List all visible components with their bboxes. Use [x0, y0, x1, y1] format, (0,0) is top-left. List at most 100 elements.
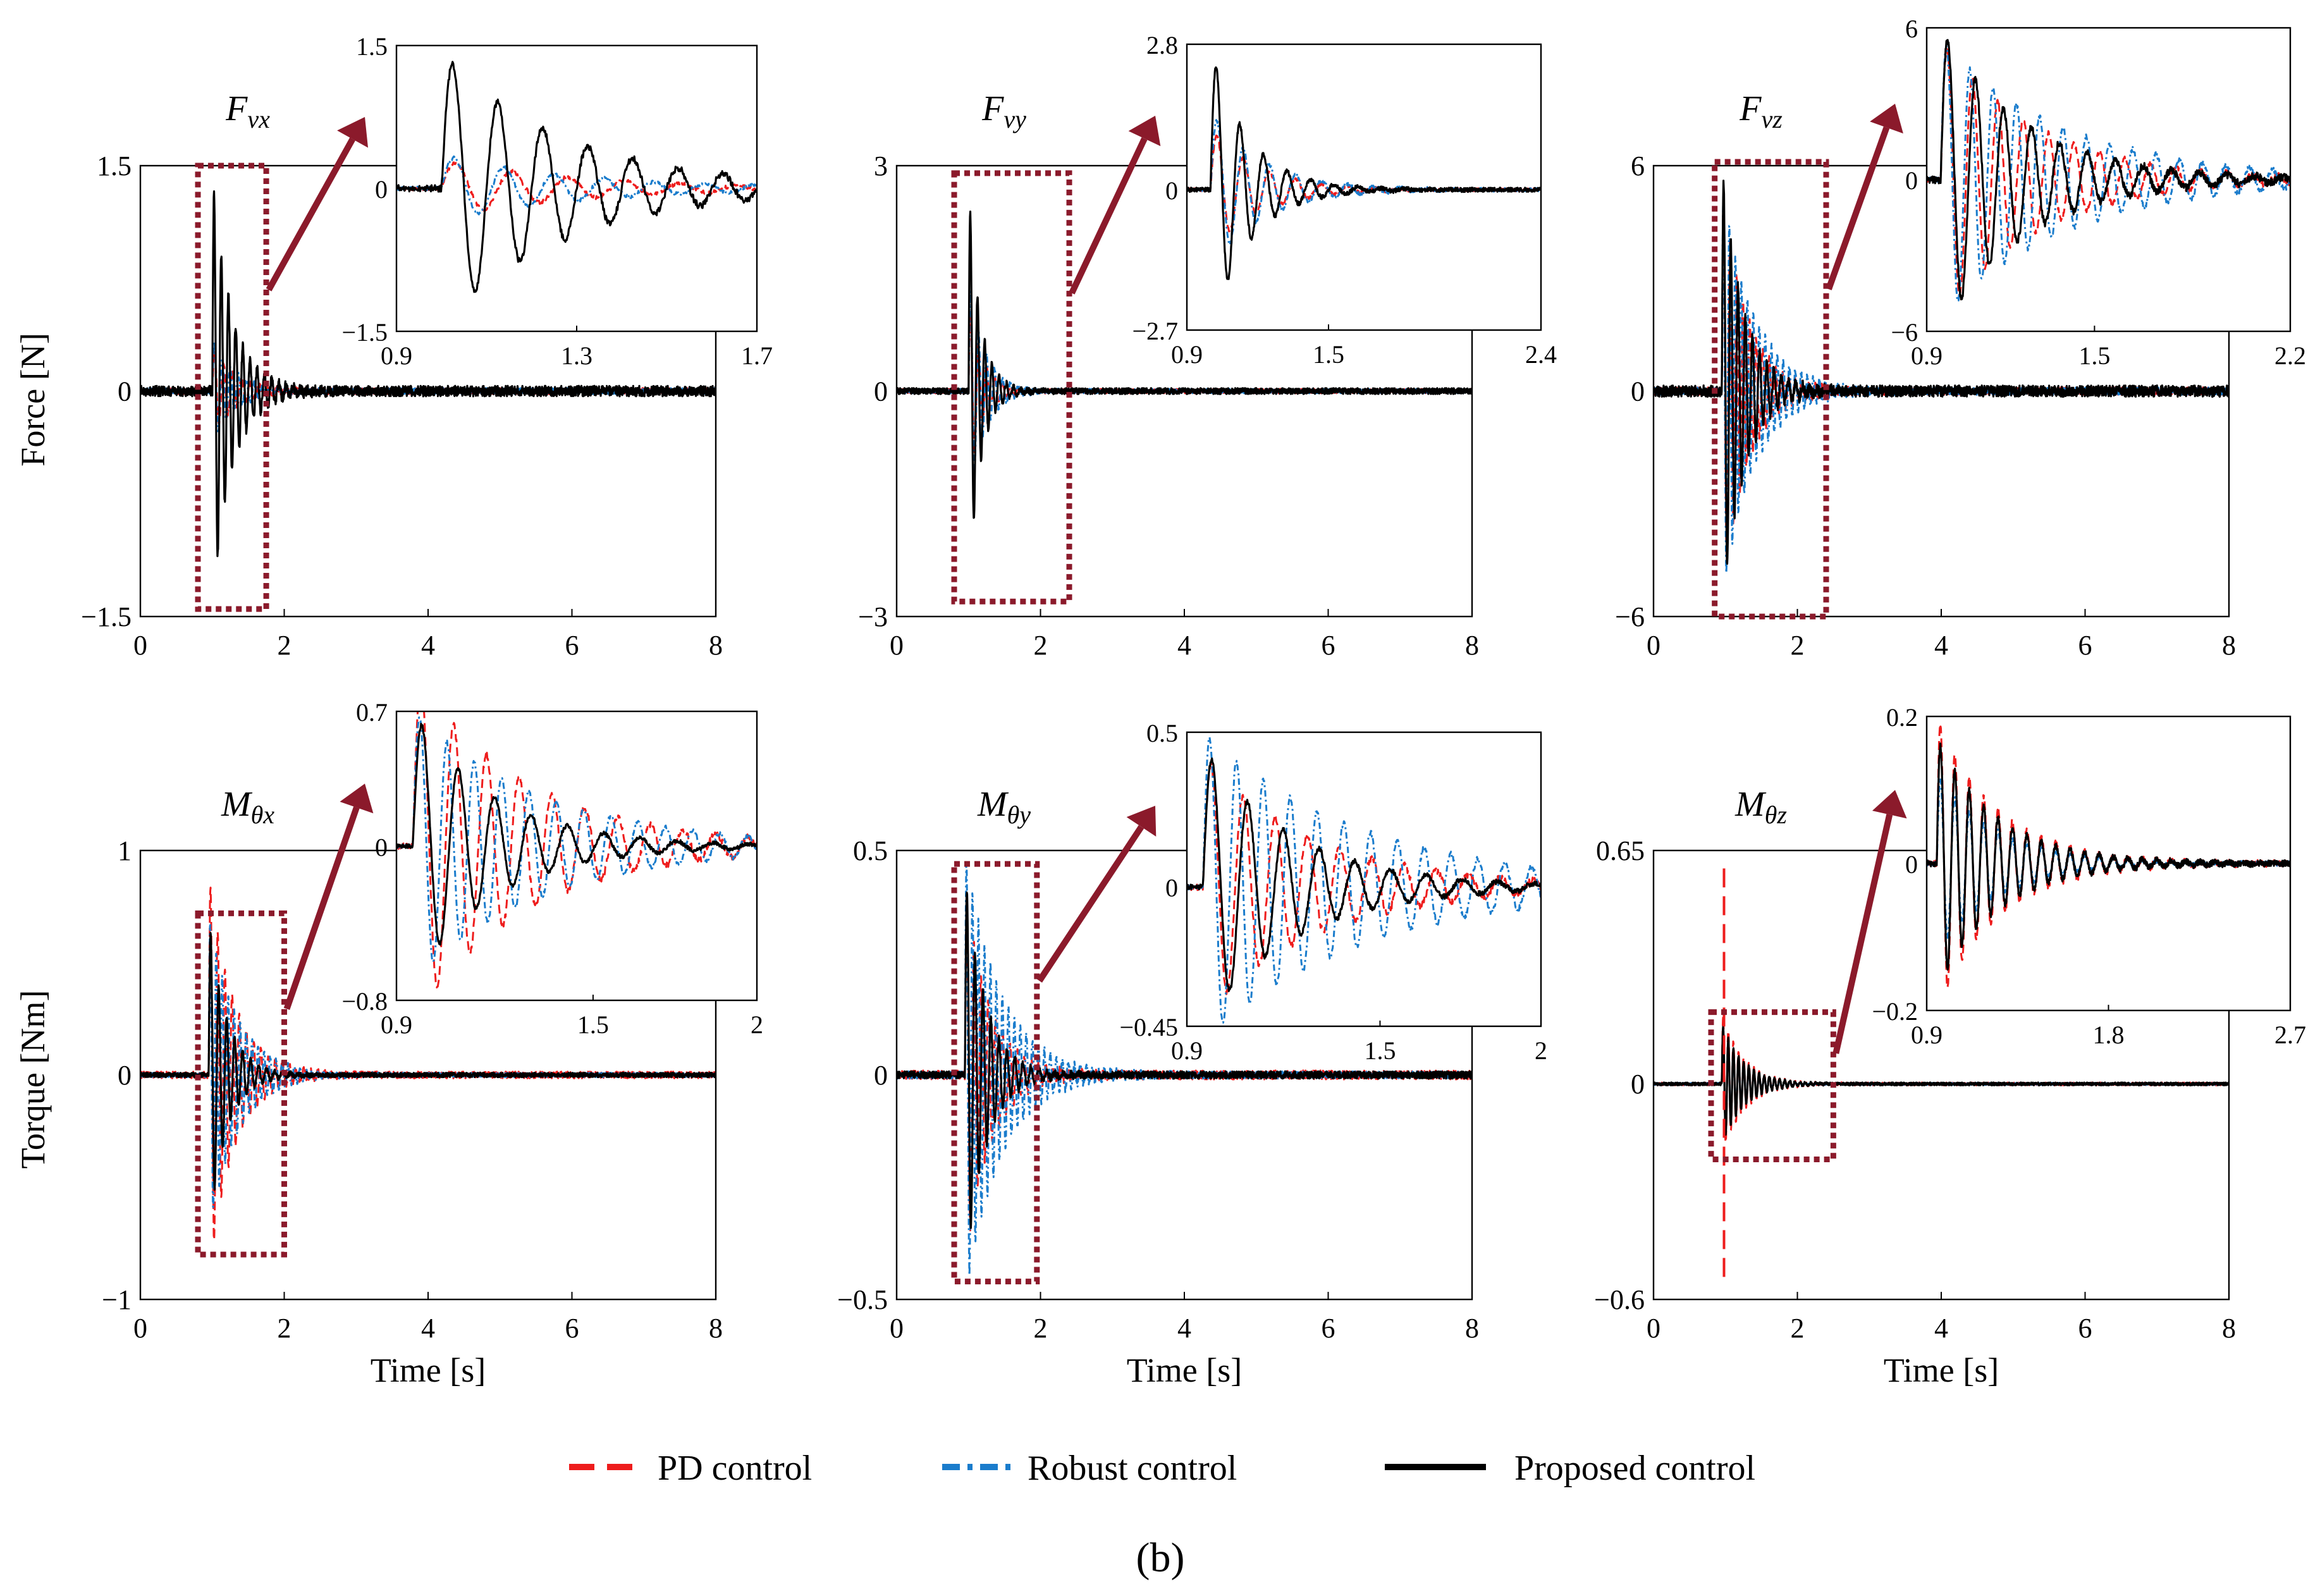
panel-mtx-inset-plot-area — [396, 711, 757, 1000]
panel-fvx-title-sub: vx — [247, 105, 270, 133]
panel-mtx-inset-ytick-label: 0.7 — [356, 698, 388, 727]
panel-fvx-series-group — [140, 190, 716, 558]
panel-fvy-inset-ytick-label: 0 — [1165, 176, 1178, 205]
panel-mtx-inset: 0.9 1.5 2 −0.8 0 0.7 — [341, 698, 763, 1039]
panel-mty-series-proposed — [897, 891, 1472, 1229]
panel-fvx-inset-xtick-label: 0.9 — [381, 341, 412, 370]
panel-mtx-series-proposed — [140, 931, 716, 1191]
panel-mtx-inset-series-pd — [396, 711, 757, 989]
panel-mtz-xtick-label: 2 — [1791, 1313, 1805, 1344]
panel-mtx-title: Mθx — [221, 785, 274, 829]
panel-fvx-inset-series-robust — [396, 155, 757, 216]
panel-mtz-inset-ytick-label: −0.2 — [1872, 997, 1918, 1026]
panel-mtz-zoom-box — [1708, 1009, 1836, 1162]
panel-mtz-title: Mθz — [1734, 785, 1787, 829]
panel-mtx-title-sub: θx — [251, 801, 275, 829]
panel-mtz-xtick-label: 0 — [1647, 1313, 1660, 1344]
panel-fvz-inset-series-group — [1927, 39, 2290, 302]
panel-mty-xtick-label: 2 — [1034, 1313, 1048, 1344]
panel-fvy-inset: 0.9 1.5 2.4 −2.7 0 2.8 — [1132, 31, 1557, 369]
panel-fvy-series-group — [897, 211, 1472, 519]
panel-fvz-inset-series-proposed — [1927, 39, 2290, 300]
panel-fvy-inset-xtick-label: 0.9 — [1171, 340, 1203, 369]
panel-mtx-inset-xtick-label: 0.9 — [381, 1010, 412, 1039]
panel-mtz-xtick-label: 6 — [2078, 1313, 2092, 1344]
panel-fvx-xtick-label: 6 — [565, 630, 579, 661]
panel-mtz-zoom-arrowhead — [1872, 790, 1907, 819]
panel-mtx-title-main: M — [221, 785, 253, 824]
panel-fvz-xtick-label: 6 — [2078, 630, 2092, 661]
panel-mty-series-group — [897, 861, 1472, 1277]
panel-fvx-ylabel: Force [N] — [14, 333, 52, 466]
panel-mty-inset-ytick-label: −0.45 — [1119, 1013, 1178, 1041]
panel-fvz-xtick-label: 0 — [1647, 630, 1660, 661]
panel-mtz-title-sub: θz — [1765, 801, 1788, 829]
panel-mty-title: Mθy — [977, 785, 1031, 829]
panel-mtx-inset-ytick-label: 0 — [375, 833, 388, 861]
panel-mty-inset-frame — [1186, 731, 1542, 1028]
panel-fvx-inset-series-group — [396, 61, 757, 293]
panel-fvz-title-main: F — [1739, 89, 1762, 128]
panel-mtx-inset-series-proposed — [396, 723, 757, 946]
panel-fvy-xtick-label: 6 — [1322, 630, 1335, 661]
panel-mty-inset-series-group — [1187, 736, 1541, 1024]
panel-fvy-ytick-label: 3 — [874, 150, 888, 181]
panel-mtz-inset-series-group — [1927, 723, 2290, 989]
panel-fvy-title-main: F — [981, 89, 1004, 128]
panel-fvy-inset-ytick-label: 2.8 — [1146, 31, 1178, 59]
panel-mtx-zoom-arrowhead — [340, 783, 374, 814]
panel-fvz-title-sub: vz — [1761, 105, 1783, 133]
panel-fvx-inset-series-pd — [396, 161, 757, 212]
panel-mtz-zoom-arrow — [1832, 814, 1893, 1054]
panel-fvx-inset-ytick-label: −1.5 — [341, 318, 388, 347]
panel-mty-title-sub: θy — [1007, 801, 1031, 829]
panel-fvy-inset-xtick-label: 2.4 — [1525, 340, 1557, 369]
panel-fvz-xtick-label: 2 — [1791, 630, 1805, 661]
panel-fvx-xtick-label: 2 — [278, 630, 292, 661]
legend-robust-label: Robust control — [1028, 1449, 1237, 1488]
panel-fvy-zoom-arrow — [1069, 137, 1148, 295]
panel-mty-xtick-label: 6 — [1322, 1313, 1335, 1344]
panel-mtz-inset-ytick-label: 0 — [1905, 850, 1918, 879]
panel-fvz-title: Fvz — [1739, 89, 1783, 133]
panel-mty-title-main: M — [977, 785, 1009, 824]
legend-proposed-label: Proposed control — [1514, 1449, 1755, 1488]
panel-fvz-xtick-label: 8 — [2222, 630, 2236, 661]
panel-fvz-ytick-label: −6 — [1615, 601, 1645, 632]
panel-fvx-ytick-label: −1.5 — [81, 601, 132, 632]
panel-mtz-inset-xtick-label: 2.7 — [2274, 1021, 2306, 1049]
panel-mtz-inset-series-proposed — [1927, 742, 2290, 971]
panel-fvz-inset-ytick-label: −6 — [1891, 318, 1918, 347]
panel-fvx-xtick-label: 0 — [133, 630, 147, 661]
panel-fvz-inset: 0.9 1.5 2.2 −6 0 6 — [1891, 15, 2306, 370]
panel-mty-inset-xtick-label: 2 — [1535, 1036, 1547, 1065]
figure-caption: (b) — [1136, 1535, 1185, 1581]
panel-fvx-zoom-arrow — [266, 137, 355, 292]
panel-mty-xtick-label: 8 — [1465, 1313, 1479, 1344]
panel-mtx-inset-xtick-label: 2 — [751, 1010, 763, 1039]
panel-fvz-zoom-box — [1712, 159, 1829, 620]
panel-mtx-series-group — [140, 887, 716, 1241]
panel-fvz-inset-ytick-label: 0 — [1905, 166, 1918, 195]
panel-fvy-title-sub: vy — [1003, 105, 1026, 133]
panel-fvz-xtick-label: 4 — [1934, 630, 1948, 661]
panel-fvz-inset-xtick-label: 2.2 — [2274, 341, 2306, 370]
panel-fvy-inset-ytick-label: −2.7 — [1132, 317, 1178, 345]
legend: PD control Robust control Proposed contr… — [569, 1449, 1755, 1488]
panel-mtz-xtick-label: 4 — [1934, 1313, 1948, 1344]
panel-fvx-title-main: F — [225, 89, 248, 128]
panel-mtx-xtick-label: 4 — [421, 1313, 435, 1344]
panel-mty-inset-xtick-label: 1.5 — [1364, 1036, 1396, 1065]
panel-fvy-zoom-arrowhead — [1128, 116, 1161, 147]
panel-fvx-zoom-arrowhead — [337, 117, 369, 148]
panel-fvz-inset-xtick-label: 0.9 — [1911, 341, 1943, 370]
panel-mtz-ytick-label: 0 — [1631, 1069, 1645, 1100]
panel-fvy-ytick-label: −3 — [858, 601, 888, 632]
panel-mtx-ylabel: Torque [Nm] — [14, 990, 52, 1169]
